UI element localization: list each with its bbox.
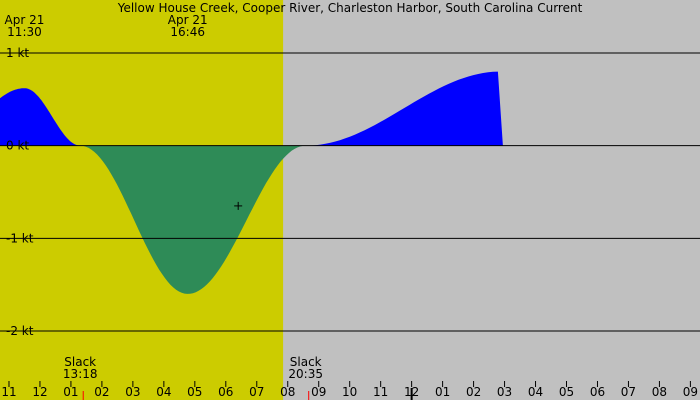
ebb-current-area <box>80 145 306 294</box>
y-tick-label: -2 kt <box>6 324 34 338</box>
gridlines <box>0 52 700 332</box>
y-axis-labels: 1 kt 0 kt -1 kt -2 kt <box>6 46 34 338</box>
event-labels: Mset00:07Slack01:04Slack08:37Mrise09:52S… <box>63 355 323 381</box>
flood-current-area <box>305 71 700 146</box>
hour-tick-label: 02 <box>94 385 109 399</box>
event-name-label: Slack <box>290 355 322 369</box>
hour-tick-label: 04 <box>528 385 543 399</box>
hour-tick-label: 09 <box>311 385 326 399</box>
hour-tick-label: 11 <box>1 385 16 399</box>
current-areas <box>0 71 700 294</box>
event-time-label: 20:35 <box>288 367 323 381</box>
hour-tick-label: 09 <box>683 385 698 399</box>
hour-ticks: 1112010203040506070809101112010203040506… <box>1 381 698 400</box>
hour-tick-label: 08 <box>280 385 295 399</box>
hour-tick-label: 02 <box>466 385 481 399</box>
peak-date-label: Apr 21 <box>168 13 208 27</box>
flood-current-area <box>0 88 81 146</box>
y-tick-label: 0 kt <box>6 139 29 153</box>
hour-tick-label: 11 <box>373 385 388 399</box>
y-tick-label: -1 kt <box>6 231 34 245</box>
hour-tick-label: 03 <box>497 385 512 399</box>
peak-time-label: 11:30 <box>7 25 42 39</box>
peak-date-label: Apr 21 <box>5 13 45 27</box>
hour-tick-label: 10 <box>342 385 357 399</box>
hour-tick-label: 06 <box>590 385 605 399</box>
chart-title: Yellow House Creek, Cooper River, Charle… <box>117 1 583 15</box>
hour-tick-label: 03 <box>125 385 140 399</box>
cursor-crosshair-icon <box>234 201 243 210</box>
hour-tick-label: 07 <box>621 385 636 399</box>
hour-tick-label: 06 <box>218 385 233 399</box>
peak-time-label: 16:46 <box>170 25 205 39</box>
event-name-label: Slack <box>64 355 96 369</box>
y-tick-label: 1 kt <box>6 46 29 60</box>
hour-tick-label: 07 <box>249 385 264 399</box>
hour-tick-label: 01 <box>63 385 78 399</box>
event-time-label: 13:18 <box>63 367 98 381</box>
hour-tick-label: 04 <box>156 385 171 399</box>
hour-tick-label: 05 <box>187 385 202 399</box>
hour-tick-label: 08 <box>652 385 667 399</box>
hour-tick-label: 12 <box>32 385 47 399</box>
hour-tick-label: 05 <box>559 385 574 399</box>
hour-tick-label: 01 <box>435 385 450 399</box>
